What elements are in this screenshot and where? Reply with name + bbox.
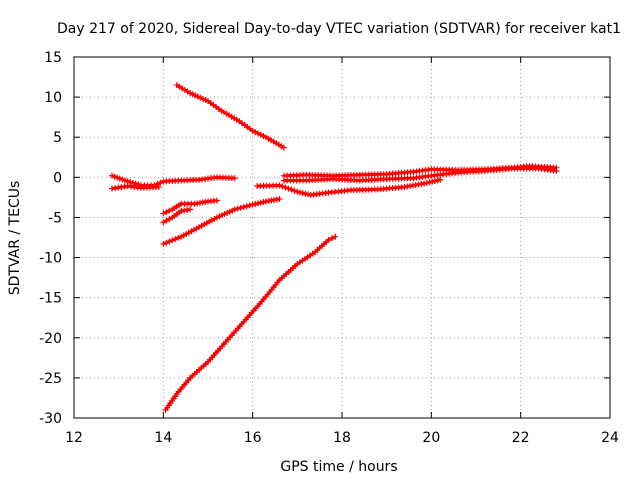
data-point	[426, 179, 433, 186]
data-point	[294, 188, 301, 195]
y-tick-label: -25	[39, 371, 62, 387]
y-tick-label: -20	[39, 331, 62, 347]
series-track-h	[160, 206, 194, 226]
data-point	[163, 239, 170, 246]
data-point	[231, 175, 238, 182]
x-tick-label: 20	[422, 430, 440, 446]
data-point	[255, 200, 262, 207]
series-track-a	[173, 82, 287, 151]
data-point	[297, 189, 304, 196]
data-point	[260, 132, 267, 139]
chart-title: Day 217 of 2020, Sidereal Day-to-day VTE…	[57, 21, 621, 37]
x-tick-label: 18	[333, 430, 351, 446]
data-point	[175, 234, 182, 241]
data-point	[431, 178, 438, 185]
data-point	[108, 172, 115, 179]
data-point	[111, 173, 118, 180]
series-track-i	[160, 195, 283, 247]
x-axis-label: GPS time / hours	[280, 459, 397, 475]
y-tick-label: 10	[44, 90, 62, 106]
data-point	[279, 183, 286, 190]
y-tick-label: -10	[39, 251, 62, 267]
data-point	[276, 195, 283, 202]
data-point	[187, 206, 194, 213]
data-point	[255, 130, 262, 137]
data-point	[429, 178, 436, 185]
data-point	[127, 179, 134, 186]
data-point	[249, 127, 256, 134]
data-point	[288, 186, 295, 193]
data-point	[155, 183, 162, 190]
data-point	[252, 129, 259, 136]
data-point	[437, 176, 444, 183]
x-tick-label: 16	[244, 430, 262, 446]
data-point	[213, 197, 220, 204]
series-track-j	[162, 233, 339, 413]
data-point	[291, 187, 298, 194]
data-point	[325, 236, 332, 243]
data-layer	[108, 82, 560, 413]
y-tick-label: 15	[44, 50, 62, 66]
ticks: 12 14 16 18 20 22 24 15 10 5 0 -5 -10 -15 -20 -25 -30	[39, 50, 619, 446]
data-point	[257, 199, 264, 206]
y-tick-label: -15	[39, 291, 62, 307]
data-point	[234, 205, 241, 212]
data-point	[260, 199, 267, 206]
y-tick-label: -30	[39, 411, 62, 427]
data-point	[332, 233, 339, 240]
data-point	[328, 235, 335, 242]
data-point	[305, 191, 312, 198]
x-tick-label: 22	[512, 430, 530, 446]
series-track-e	[280, 165, 560, 184]
data-point	[553, 167, 560, 174]
series-track-f	[254, 176, 444, 198]
data-point	[157, 179, 164, 186]
data-point	[434, 177, 441, 184]
data-point	[119, 176, 126, 183]
data-point	[160, 240, 167, 247]
x-tick-label: 14	[154, 430, 172, 446]
data-point	[160, 210, 167, 217]
data-point	[249, 201, 256, 208]
data-point	[276, 182, 283, 189]
y-axis-label: SDTVAR / TECUs	[7, 181, 23, 296]
data-point	[172, 236, 179, 243]
y-tick-label: 0	[53, 170, 62, 186]
data-point	[240, 204, 247, 211]
data-point	[121, 177, 128, 184]
data-point	[423, 179, 430, 186]
data-point	[166, 238, 173, 245]
x-tick-label: 12	[65, 430, 83, 446]
data-point	[169, 237, 176, 244]
series-track-c	[108, 183, 162, 192]
data-point	[252, 200, 259, 207]
data-point	[285, 185, 292, 192]
data-point	[282, 184, 289, 191]
data-point	[243, 203, 250, 210]
data-point	[231, 206, 238, 213]
data-point	[166, 207, 173, 214]
data-point	[257, 131, 264, 138]
data-point	[116, 175, 123, 182]
y-tick-label: -5	[48, 210, 62, 226]
y-tick-label: 5	[53, 130, 62, 146]
data-point	[237, 204, 244, 211]
data-point	[302, 190, 309, 197]
data-point	[299, 190, 306, 197]
series-track-g	[160, 197, 220, 217]
data-point	[163, 209, 170, 216]
data-point	[114, 174, 121, 181]
data-point	[280, 144, 287, 151]
data-point	[129, 179, 136, 186]
data-point	[246, 202, 253, 209]
x-tick-label: 24	[601, 430, 619, 446]
